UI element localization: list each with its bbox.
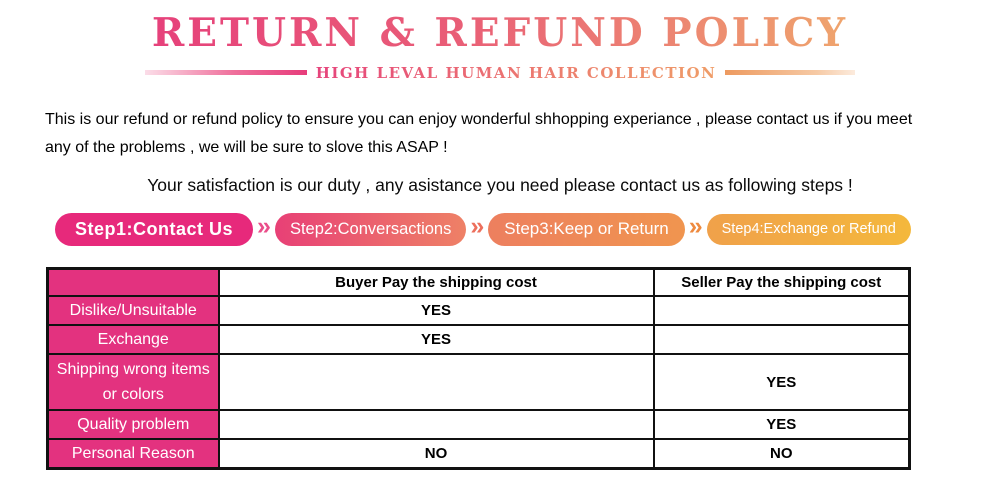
satisfaction-line: Your satisfaction is our duty , any asis… <box>147 174 853 195</box>
chevron-right-icon: » <box>470 212 485 241</box>
row-label: Personal Reason <box>46 438 220 470</box>
shipping-cost-table: Buyer Pay the shipping cost Seller Pay t… <box>46 266 911 471</box>
buyer-cell: NO <box>217 438 655 470</box>
row-label: Dislike/Unsuitable <box>46 295 220 327</box>
intro-line-1: This is our refund or refund policy to e… <box>45 110 913 128</box>
steps-strip: Step1:Contact Us » Step2:Conversactions … <box>55 212 1000 246</box>
row-label: Exchange <box>46 324 220 356</box>
buyer-cell: YES <box>217 295 655 327</box>
chevron-right-icon: » <box>688 212 703 241</box>
table-header-row: Buyer Pay the shipping cost Seller Pay t… <box>46 267 911 298</box>
header-cell-buyer: Buyer Pay the shipping cost <box>217 267 655 298</box>
table-row: Quality problem YES <box>46 409 911 441</box>
subtitle-left-divider <box>144 70 307 76</box>
page-subtitle: HIGH LEVAL HUMAN HAIR COLLECTION <box>315 63 717 82</box>
table-row: Personal Reason NO NO <box>46 438 911 470</box>
buyer-cell: YES <box>217 324 655 356</box>
intro-paragraph: This is our refund or refund policy to e… <box>45 106 956 162</box>
buyer-cell <box>217 409 655 441</box>
intro-line-2: any of the problems , we will be sure to… <box>45 138 448 156</box>
header-cell-empty <box>46 267 220 298</box>
header-cell-seller: Seller Pay the shipping cost <box>652 267 911 298</box>
chevron-right-icon: » <box>257 212 271 241</box>
seller-cell: YES <box>652 353 911 412</box>
step-4-badge: Step4:Exchange or Refund <box>706 213 911 245</box>
page-title: RETURN & REFUND POLICY <box>0 10 1000 57</box>
subtitle-row: HIGH LEVAL HUMAN HAIR COLLECTION <box>0 64 1000 82</box>
seller-cell <box>652 295 911 327</box>
table-row: Exchange YES <box>46 324 911 356</box>
return-refund-policy-page: RETURN & REFUND POLICY HIGH LEVAL HUMAN … <box>0 10 1000 497</box>
step-3-badge: Step3:Keep or Return <box>488 212 685 246</box>
row-label: Shipping wrong items or colors <box>46 353 220 412</box>
row-label: Quality problem <box>46 409 220 441</box>
subtitle-right-divider <box>725 70 856 76</box>
buyer-cell <box>217 353 655 412</box>
table-row: Shipping wrong items or colors YES <box>46 353 911 412</box>
table-row: Dislike/Unsuitable YES <box>46 295 911 327</box>
seller-cell <box>652 324 911 356</box>
step-1-badge: Step1:Contact Us <box>55 212 254 246</box>
seller-cell: YES <box>652 409 911 441</box>
seller-cell: NO <box>652 438 911 470</box>
step-2-badge: Step2:Conversactions <box>274 212 467 246</box>
